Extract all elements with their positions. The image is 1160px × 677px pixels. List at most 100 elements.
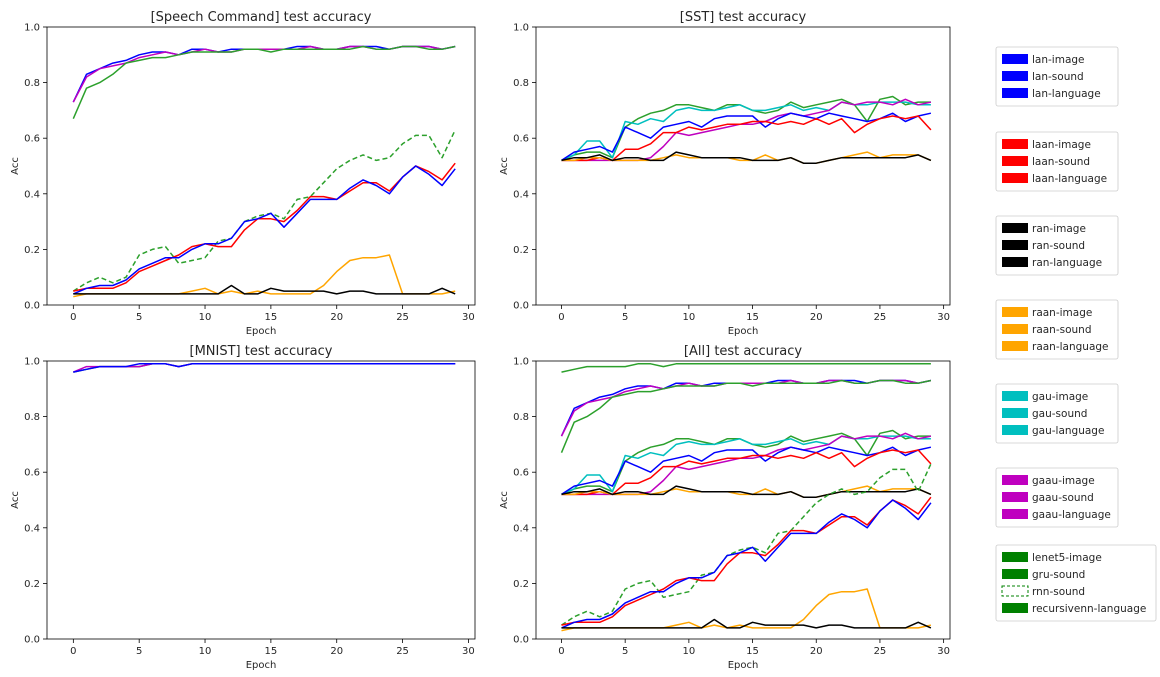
- y-tick-label: 0.8: [24, 78, 40, 89]
- subplot-1: 0 5 10 15 20 25 30 0.0 0.2 0.4 0.6 0.8 1.0 [Speech Co…: [10, 10, 476, 337]
- legend-swatch: [1002, 223, 1028, 233]
- series-line-laan-language: [561, 449, 932, 496]
- y-tick-label: 0.2: [24, 245, 40, 256]
- y-tick-label: 1.0: [513, 357, 529, 368]
- series-group: [72, 45, 456, 298]
- legend-swatch: [1002, 324, 1028, 334]
- y-tick-label: 0.4: [24, 523, 40, 534]
- series-line-laan-language: [561, 115, 932, 162]
- legend-label: raan-image: [1032, 307, 1092, 319]
- series-line-lenet5-image: [561, 363, 931, 373]
- legend-label: lan-sound: [1032, 71, 1084, 83]
- series-line-laan-sound: [561, 496, 932, 626]
- x-tick-label: 10: [199, 312, 212, 323]
- legend-swatch: [1002, 71, 1028, 81]
- series-line-lan-sound: [73, 165, 456, 295]
- chart-title: [All] test accuracy: [684, 344, 802, 359]
- x-tick-label: 15: [265, 646, 278, 657]
- legend-label: rnn-sound: [1032, 586, 1085, 598]
- legend-label: gru-sound: [1032, 569, 1085, 581]
- legend-label: lan-language: [1032, 88, 1101, 100]
- legend-label: ran-image: [1032, 223, 1086, 235]
- series-line-lan-language: [561, 446, 932, 496]
- x-tick-label: 0: [558, 646, 564, 657]
- legend-swatch: [1002, 475, 1028, 485]
- series-line-recursivenn-language: [561, 429, 931, 496]
- x-tick-label: 20: [330, 312, 343, 323]
- x-tick-label: 20: [330, 646, 343, 657]
- x-tick-label: 10: [199, 646, 212, 657]
- y-tick-label: 1.0: [24, 357, 40, 368]
- x-tick-label: 5: [622, 646, 628, 657]
- legend-label: ran-language: [1032, 257, 1102, 269]
- x-tick-label: 15: [746, 312, 759, 323]
- axes-frame: [46, 26, 476, 306]
- series-line-ran-language: [561, 151, 932, 164]
- x-tick-label: 5: [136, 312, 142, 323]
- legend-swatch: [1002, 509, 1028, 519]
- y-tick-label: 0.0: [513, 301, 529, 312]
- legend-swatch: [1002, 408, 1028, 418]
- legend-label: raan-sound: [1032, 324, 1092, 336]
- y-tick-label: 1.0: [513, 23, 529, 34]
- series-line-gaau-sound: [72, 45, 456, 103]
- y-tick-label: 0.6: [513, 468, 529, 479]
- series-line-gau-language: [561, 101, 931, 162]
- legend-swatch: [1002, 569, 1028, 579]
- legend-label: gaau-sound: [1032, 492, 1094, 504]
- legend-label: laan-sound: [1032, 156, 1090, 168]
- axes-frame: [535, 360, 951, 640]
- legend-label: gaau-image: [1032, 475, 1095, 487]
- legend-label: recursivenn-language: [1032, 603, 1146, 615]
- y-tick-label: 0.2: [513, 245, 529, 256]
- series-line-lan-image: [73, 363, 456, 373]
- legend-group-7: lenet5-image gru-sound rnn-sound recursiven…: [995, 544, 1157, 622]
- series-line-lan-sound: [560, 379, 932, 437]
- legend-label: lan-image: [1032, 54, 1085, 66]
- chart-title: [MNIST] test accuracy: [190, 344, 333, 359]
- legend-swatch: [1002, 257, 1028, 267]
- legend-box: [995, 544, 1157, 622]
- series-group: [561, 95, 932, 164]
- x-tick-label: 30: [937, 646, 950, 657]
- legend-label: ran-sound: [1032, 240, 1085, 252]
- legend-group-6: gaau-image gaau-sound gaau-language: [995, 467, 1119, 528]
- x-tick-label: 25: [874, 646, 887, 657]
- x-tick-label: 10: [682, 646, 695, 657]
- y-axis-label: Acc: [10, 157, 21, 175]
- legend-swatch: [1002, 173, 1028, 183]
- series-line-ran-sound: [73, 284, 456, 295]
- y-tick-label: 0.0: [513, 635, 529, 646]
- y-axis-label: Acc: [499, 491, 510, 509]
- y-tick-label: 0.4: [513, 189, 529, 200]
- x-tick-label: 25: [874, 312, 887, 323]
- y-tick-label: 1.0: [24, 23, 40, 34]
- y-tick-label: 0.4: [24, 189, 40, 200]
- x-tick-label: 0: [558, 312, 564, 323]
- y-axis-label: Acc: [499, 157, 510, 175]
- subplot-2: 0 5 10 15 20 25 30 0.0 0.2 0.4 0.6 0.8 1.0 [SST] test…: [499, 10, 951, 337]
- x-tick-label: 15: [746, 646, 759, 657]
- y-axis-label: Acc: [10, 491, 21, 509]
- series-line-ran-language: [561, 485, 932, 498]
- series-line-laan-sound: [73, 162, 456, 292]
- y-tick-label: 0.8: [513, 412, 529, 423]
- axes-frame: [46, 360, 476, 640]
- series-group: [560, 363, 932, 632]
- legend-label: laan-language: [1032, 173, 1107, 185]
- x-tick-label: 30: [462, 646, 475, 657]
- y-tick-label: 0.0: [24, 635, 40, 646]
- y-tick-label: 0.6: [513, 134, 529, 145]
- y-tick-label: 0.0: [24, 301, 40, 312]
- x-tick-label: 0: [70, 312, 76, 323]
- legend-group-5: gau-image gau-sound gau-language: [995, 383, 1119, 444]
- x-tick-label: 10: [682, 312, 695, 323]
- legend-label: gau-image: [1032, 391, 1088, 403]
- series-line-gru-sound: [560, 379, 932, 453]
- y-tick-label: 0.8: [24, 412, 40, 423]
- x-tick-label: 15: [265, 312, 278, 323]
- subplot-4: 0 5 10 15 20 25 30 0.0 0.2 0.4 0.6 0.8 1.0 [All] test…: [499, 344, 951, 671]
- series-line-lan-sound: [561, 499, 932, 629]
- series-line-gru-sound: [72, 45, 456, 119]
